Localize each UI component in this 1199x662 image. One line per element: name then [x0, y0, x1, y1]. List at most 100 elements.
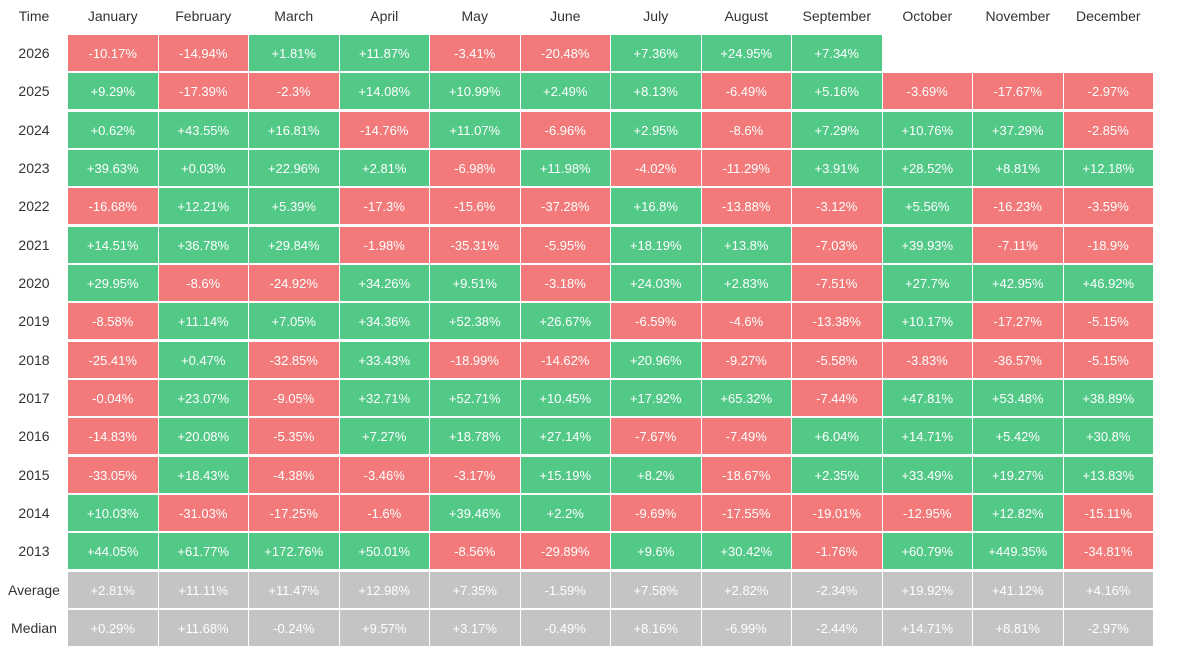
year-label: 2015 — [18, 467, 50, 483]
return-cell: +46.92% — [1063, 265, 1153, 301]
return-cell: +20.96% — [611, 342, 701, 378]
return-cell: +0.47% — [158, 342, 248, 378]
return-cell: -7.44% — [792, 380, 882, 416]
return-cell: -14.62% — [520, 342, 610, 378]
return-cell: -9.69% — [611, 495, 701, 531]
return-cell: +8.13% — [611, 73, 701, 109]
return-cell: -3.12% — [792, 188, 882, 224]
return-cell: -19.01% — [792, 495, 882, 531]
return-cell: +10.99% — [430, 73, 520, 109]
return-cell: -18.67% — [701, 457, 791, 493]
summary-cell: +9.57% — [339, 610, 429, 646]
return-cell: +18.43% — [158, 457, 248, 493]
return-cell: +16.81% — [249, 112, 339, 148]
return-cell: +26.67% — [520, 303, 610, 339]
year-label: 2017 — [18, 390, 50, 406]
return-cell: +18.19% — [611, 227, 701, 263]
month-header: September — [802, 8, 871, 24]
return-cell: +14.51% — [68, 227, 158, 263]
return-cell: +11.07% — [430, 112, 520, 148]
return-cell: +27.7% — [882, 265, 972, 301]
return-cell: -16.68% — [68, 188, 158, 224]
return-cell: +12.18% — [1063, 150, 1153, 186]
return-cell: -6.59% — [611, 303, 701, 339]
return-cell: -13.38% — [792, 303, 882, 339]
return-cell: +15.19% — [520, 457, 610, 493]
return-cell: +19.27% — [973, 457, 1063, 493]
return-cell: -5.58% — [792, 342, 882, 378]
return-cell: +23.07% — [158, 380, 248, 416]
month-header: June — [550, 8, 581, 24]
return-cell: -18.9% — [1063, 227, 1153, 263]
return-cell: +17.92% — [611, 380, 701, 416]
return-cell: -1.98% — [339, 227, 429, 263]
summary-cell: +2.82% — [701, 572, 791, 608]
return-cell: +9.6% — [611, 533, 701, 569]
return-cell: +39.93% — [882, 227, 972, 263]
month-header: January — [87, 8, 138, 24]
year-label: 2019 — [18, 313, 50, 329]
month-header: March — [274, 8, 314, 24]
return-cell: -24.92% — [249, 265, 339, 301]
return-cell: +6.04% — [792, 418, 882, 454]
return-cell: +2.35% — [792, 457, 882, 493]
return-cell: -31.03% — [158, 495, 248, 531]
return-cell: -17.67% — [973, 73, 1063, 109]
return-cell: -11.29% — [701, 150, 791, 186]
month-header: October — [902, 8, 953, 24]
return-cell: -2.85% — [1063, 112, 1153, 148]
summary-cell: -6.99% — [701, 610, 791, 646]
return-cell: -3.46% — [339, 457, 429, 493]
return-cell: +18.78% — [430, 418, 520, 454]
month-header: December — [1075, 8, 1141, 24]
return-cell: +2.49% — [520, 73, 610, 109]
return-cell: +34.36% — [339, 303, 429, 339]
summary-cell: +14.71% — [882, 610, 972, 646]
return-cell: +172.76% — [249, 533, 339, 569]
summary-cell: -2.34% — [792, 572, 882, 608]
return-cell: +9.51% — [430, 265, 520, 301]
return-cell: +1.81% — [249, 35, 339, 71]
return-cell: -33.05% — [68, 457, 158, 493]
return-cell: -14.76% — [339, 112, 429, 148]
summary-cell: -0.24% — [249, 610, 339, 646]
return-cell: -5.15% — [1063, 303, 1153, 339]
return-cell: -2.3% — [249, 73, 339, 109]
return-cell: -8.6% — [158, 265, 248, 301]
return-cell: +7.29% — [792, 112, 882, 148]
return-cell: -12.95% — [882, 495, 972, 531]
return-cell: +34.26% — [339, 265, 429, 301]
return-cell: +7.34% — [792, 35, 882, 71]
summary-cell: -1.59% — [520, 572, 610, 608]
return-cell: -8.6% — [701, 112, 791, 148]
return-cell: +3.91% — [792, 150, 882, 186]
summary-cell: -2.97% — [1063, 610, 1153, 646]
return-cell: +43.55% — [158, 112, 248, 148]
summary-cell: +11.68% — [158, 610, 248, 646]
year-label: 2020 — [18, 275, 50, 291]
return-cell: -6.98% — [430, 150, 520, 186]
return-cell: -15.6% — [430, 188, 520, 224]
return-cell: -18.99% — [430, 342, 520, 378]
summary-cell: +8.16% — [611, 610, 701, 646]
return-cell: -34.81% — [1063, 533, 1153, 569]
return-cell: -17.25% — [249, 495, 339, 531]
summary-label: Median — [11, 620, 57, 636]
return-cell: -5.35% — [249, 418, 339, 454]
return-cell: -5.15% — [1063, 342, 1153, 378]
month-header: April — [370, 8, 399, 24]
return-cell: +50.01% — [339, 533, 429, 569]
return-cell: +5.56% — [882, 188, 972, 224]
month-header: February — [175, 8, 232, 24]
return-cell: -1.6% — [339, 495, 429, 531]
return-cell: -29.89% — [520, 533, 610, 569]
return-cell: -35.31% — [430, 227, 520, 263]
return-cell: +30.42% — [701, 533, 791, 569]
return-cell: -25.41% — [68, 342, 158, 378]
year-label: 2023 — [18, 160, 50, 176]
month-header: November — [985, 8, 1051, 24]
summary-cell: +8.81% — [973, 610, 1063, 646]
return-cell: -14.94% — [158, 35, 248, 71]
return-cell: +9.29% — [68, 73, 158, 109]
return-cell: +53.48% — [973, 380, 1063, 416]
